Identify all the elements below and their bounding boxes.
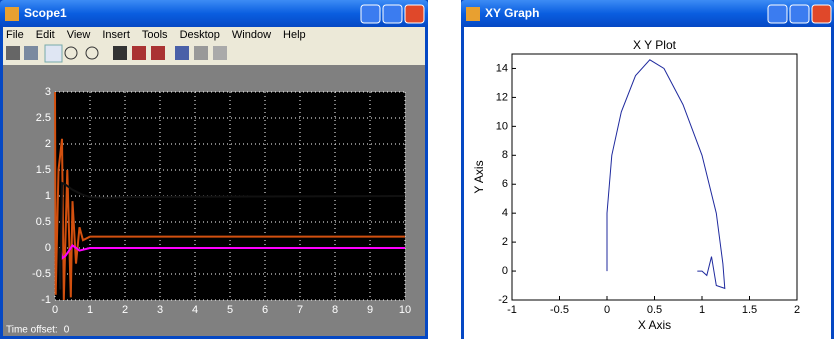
x-tick-label: 3 <box>157 304 163 316</box>
tool-icon[interactable] <box>194 46 208 60</box>
x-tick-label: 1 <box>87 304 93 316</box>
x-tick-label: -1 <box>507 304 517 316</box>
x-tick-label: -0.5 <box>550 304 569 316</box>
minimize-button[interactable] <box>768 5 787 23</box>
y-tick-label: 2 <box>502 236 508 248</box>
tool-icon[interactable] <box>45 45 62 62</box>
tool-icon[interactable] <box>175 46 189 60</box>
y-tick-label: 14 <box>496 62 508 74</box>
app-icon <box>5 7 19 21</box>
app-icon <box>466 7 480 21</box>
x-tick-label: 10 <box>399 304 411 316</box>
tool-icon[interactable] <box>113 46 127 60</box>
y-tick-label: 0.5 <box>36 216 51 228</box>
menu-item[interactable]: Tools <box>142 29 168 41</box>
x-tick-label: 1 <box>699 304 705 316</box>
scope-window: Scope1 File Edit View Insert Tools Desktop Win… <box>0 0 428 339</box>
menu-item[interactable]: View <box>67 29 91 41</box>
menu-item[interactable]: File <box>6 29 24 41</box>
window-title: Scope1 <box>24 6 67 20</box>
minimize-button[interactable] <box>361 5 380 23</box>
y-tick-label: 0 <box>45 242 51 254</box>
menu-item[interactable]: Help <box>283 29 306 41</box>
x-tick-label: 2 <box>122 304 128 316</box>
y-tick-label: 6 <box>502 178 508 190</box>
tool-icon[interactable] <box>132 46 146 60</box>
tool-icon[interactable] <box>151 46 165 60</box>
y-tick-label: -0.5 <box>32 268 51 280</box>
screen: Scope1 File Edit View Insert Tools Desktop Win… <box>0 0 834 339</box>
y-tick-label: 4 <box>502 207 508 219</box>
x-tick-label: 7 <box>297 304 303 316</box>
menu-item[interactable]: Window <box>232 29 271 41</box>
menu-item[interactable]: Desktop <box>180 29 220 41</box>
page: Scope1 File Edit View Insert Tools Desktop Win… <box>0 0 834 339</box>
x-tick-label: 5 <box>227 304 233 316</box>
tool-icon[interactable] <box>6 46 20 60</box>
plot-area <box>512 54 797 300</box>
y-tick-label: 10 <box>496 120 508 132</box>
time-offset-value: 0 <box>64 325 70 336</box>
tool-icon[interactable] <box>24 46 38 60</box>
x-tick-label: 2 <box>794 304 800 316</box>
close-button[interactable] <box>405 5 424 23</box>
tool-icon[interactable] <box>213 46 227 60</box>
x-tick-label: 8 <box>332 304 338 316</box>
x-tick-label: 0.5 <box>647 304 662 316</box>
y-tick-label: 8 <box>502 149 508 161</box>
x-tick-label: 1.5 <box>742 304 757 316</box>
menu-item[interactable]: Edit <box>36 29 55 41</box>
y-tick-label: -1 <box>41 294 51 306</box>
maximize-button[interactable] <box>383 5 402 23</box>
time-offset-label: Time offset: <box>6 325 58 336</box>
x-tick-label: 0 <box>604 304 610 316</box>
x-tick-label: 0 <box>52 304 58 316</box>
chart-title: X Y Plot <box>633 38 677 52</box>
menu-item[interactable]: Insert <box>102 29 130 41</box>
y-tick-label: 2.5 <box>36 112 51 124</box>
window-title: XY Graph <box>485 6 539 20</box>
y-tick-label: 12 <box>496 91 508 103</box>
close-button[interactable] <box>812 5 831 23</box>
y-tick-label: 1.5 <box>36 164 51 176</box>
y-tick-label: 0 <box>502 265 508 277</box>
x-tick-label: 6 <box>262 304 268 316</box>
y-axis-label: Y Axis <box>472 160 486 193</box>
x-tick-label: 9 <box>367 304 373 316</box>
y-tick-label: 3 <box>45 86 51 98</box>
x-axis-label: X Axis <box>638 318 671 332</box>
maximize-button[interactable] <box>790 5 809 23</box>
x-tick-label: 4 <box>192 304 198 316</box>
y-tick-label: 2 <box>45 138 51 150</box>
y-tick-label: 1 <box>45 190 51 202</box>
